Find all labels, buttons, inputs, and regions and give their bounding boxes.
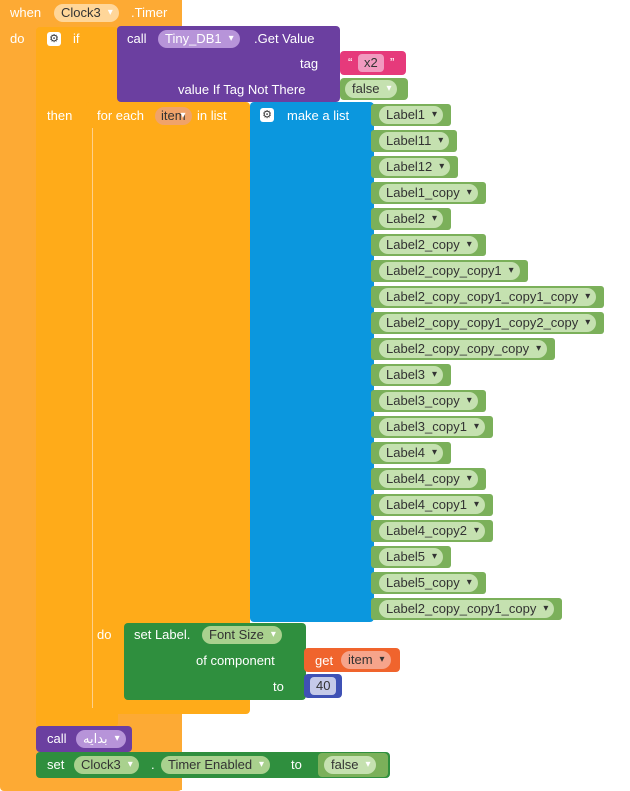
then-label: then	[47, 108, 73, 123]
get-variable-dropdown[interactable]: item	[341, 651, 391, 669]
tag-text-field[interactable]: x2	[358, 54, 384, 72]
label-component-block[interactable]: Label1	[371, 104, 451, 126]
timer-false-dropdown[interactable]: false	[324, 756, 377, 774]
make-a-list-block[interactable]	[250, 102, 374, 622]
tinydb-component-dropdown[interactable]: Tiny_DB1	[158, 30, 240, 48]
of-component-label: of component	[196, 653, 275, 668]
label-component-dropdown[interactable]: Label11	[379, 132, 450, 150]
in-list-label: in list	[197, 108, 227, 123]
timer-component-dropdown[interactable]: Clock3	[74, 756, 139, 774]
label-component-dropdown[interactable]: Label2_copy_copy_copy	[379, 340, 548, 358]
label-component-dropdown[interactable]: Label3_copy	[379, 392, 478, 410]
label-component-block[interactable]: Label2_copy_copy1_copy	[371, 598, 562, 620]
procedure-name-dropdown[interactable]: بدايه	[76, 730, 126, 748]
label-component-block[interactable]: Label4_copy	[371, 468, 486, 490]
label-component-block[interactable]: Label2_copy_copy1_copy1_copy	[371, 286, 604, 308]
for-each-label: for each	[97, 108, 144, 123]
for-do-label: do	[97, 627, 112, 642]
event-name-label: .Timer	[131, 5, 168, 20]
dot-label: .	[151, 757, 155, 772]
default-false-dropdown[interactable]: false	[345, 80, 398, 98]
label-component-block[interactable]: Label2	[371, 208, 451, 230]
when-label: when	[10, 5, 42, 20]
label-component-block[interactable]: Label3_copy	[371, 390, 486, 412]
set-to-label: to	[291, 757, 302, 772]
set-label: set	[47, 757, 65, 772]
label-component-dropdown[interactable]: Label2_copy_copy1_copy1_copy	[379, 288, 597, 306]
label-component-block[interactable]: Label1_copy	[371, 182, 486, 204]
label-component-block[interactable]: Label4_copy2	[371, 520, 493, 542]
if-mutator-gear-icon[interactable]: ⚙	[47, 32, 61, 46]
label-component-dropdown[interactable]: Label4_copy2	[379, 522, 485, 540]
label-component-block[interactable]: Label5_copy	[371, 572, 486, 594]
label-component-dropdown[interactable]: Label5	[379, 548, 444, 566]
label-component-block[interactable]: Label4	[371, 442, 451, 464]
label-component-dropdown[interactable]: Label5_copy	[379, 574, 478, 592]
label-component-dropdown[interactable]: Label12	[379, 158, 451, 176]
timer-property-dropdown[interactable]: Timer Enabled	[161, 756, 271, 774]
label-component-dropdown[interactable]: Label1	[379, 106, 444, 124]
get-label: get	[315, 653, 334, 668]
label-component-block[interactable]: Label2_copy_copy1_copy2_copy	[371, 312, 604, 334]
label-component-dropdown[interactable]: Label2_copy	[379, 236, 478, 254]
label-component-dropdown[interactable]: Label2	[379, 210, 444, 228]
set-label-prefix: set Label.	[134, 627, 191, 642]
for-each-block[interactable]	[86, 102, 250, 714]
to-label: to	[273, 679, 284, 694]
make-list-mutator-gear-icon[interactable]: ⚙	[260, 108, 274, 122]
label-component-dropdown[interactable]: Label3	[379, 366, 444, 384]
label-component-dropdown[interactable]: Label1_copy	[379, 184, 478, 202]
label-component-dropdown[interactable]: Label2_copy_copy1_copy2_copy	[379, 314, 597, 332]
label-component-block[interactable]: Label5	[371, 546, 451, 568]
label-component-block[interactable]: Label4_copy1	[371, 494, 493, 516]
do-label: do	[10, 31, 25, 46]
number-value-field[interactable]: 40	[310, 677, 337, 695]
label-component-dropdown[interactable]: Label3_copy1	[379, 418, 485, 436]
label-component-dropdown[interactable]: Label2_copy_copy1_copy	[379, 600, 555, 618]
label-component-block[interactable]: Label12	[371, 156, 458, 178]
label-component-dropdown[interactable]: Label4_copy	[379, 470, 478, 488]
label-component-block[interactable]: Label11	[371, 130, 457, 152]
label-component-block[interactable]: Label2_copy	[371, 234, 486, 256]
loop-variable-field[interactable]: item	[155, 107, 192, 125]
call-label: call	[127, 31, 147, 46]
make-a-list-label: make a list	[287, 108, 350, 123]
tag-label: tag	[300, 56, 319, 71]
label-component-dropdown[interactable]: Label2_copy_copy1	[379, 262, 520, 280]
quote-open: “	[348, 55, 353, 70]
label-property-dropdown[interactable]: Font Size	[202, 626, 282, 644]
quote-close: ”	[390, 55, 395, 70]
label-component-block[interactable]: Label2_copy_copy1	[371, 260, 528, 282]
event-component-dropdown[interactable]: Clock3	[54, 4, 119, 22]
label-component-dropdown[interactable]: Label4_copy1	[379, 496, 485, 514]
call-proc-label: call	[47, 731, 67, 746]
label-component-block[interactable]: Label3_copy1	[371, 416, 493, 438]
label-component-dropdown[interactable]: Label4	[379, 444, 444, 462]
value-if-not-there-label: value If Tag Not There	[178, 82, 306, 97]
label-component-block[interactable]: Label3	[371, 364, 451, 386]
if-label: if	[73, 31, 80, 46]
getvalue-method-label: .Get Value	[254, 31, 315, 46]
label-component-block[interactable]: Label2_copy_copy_copy	[371, 338, 555, 360]
